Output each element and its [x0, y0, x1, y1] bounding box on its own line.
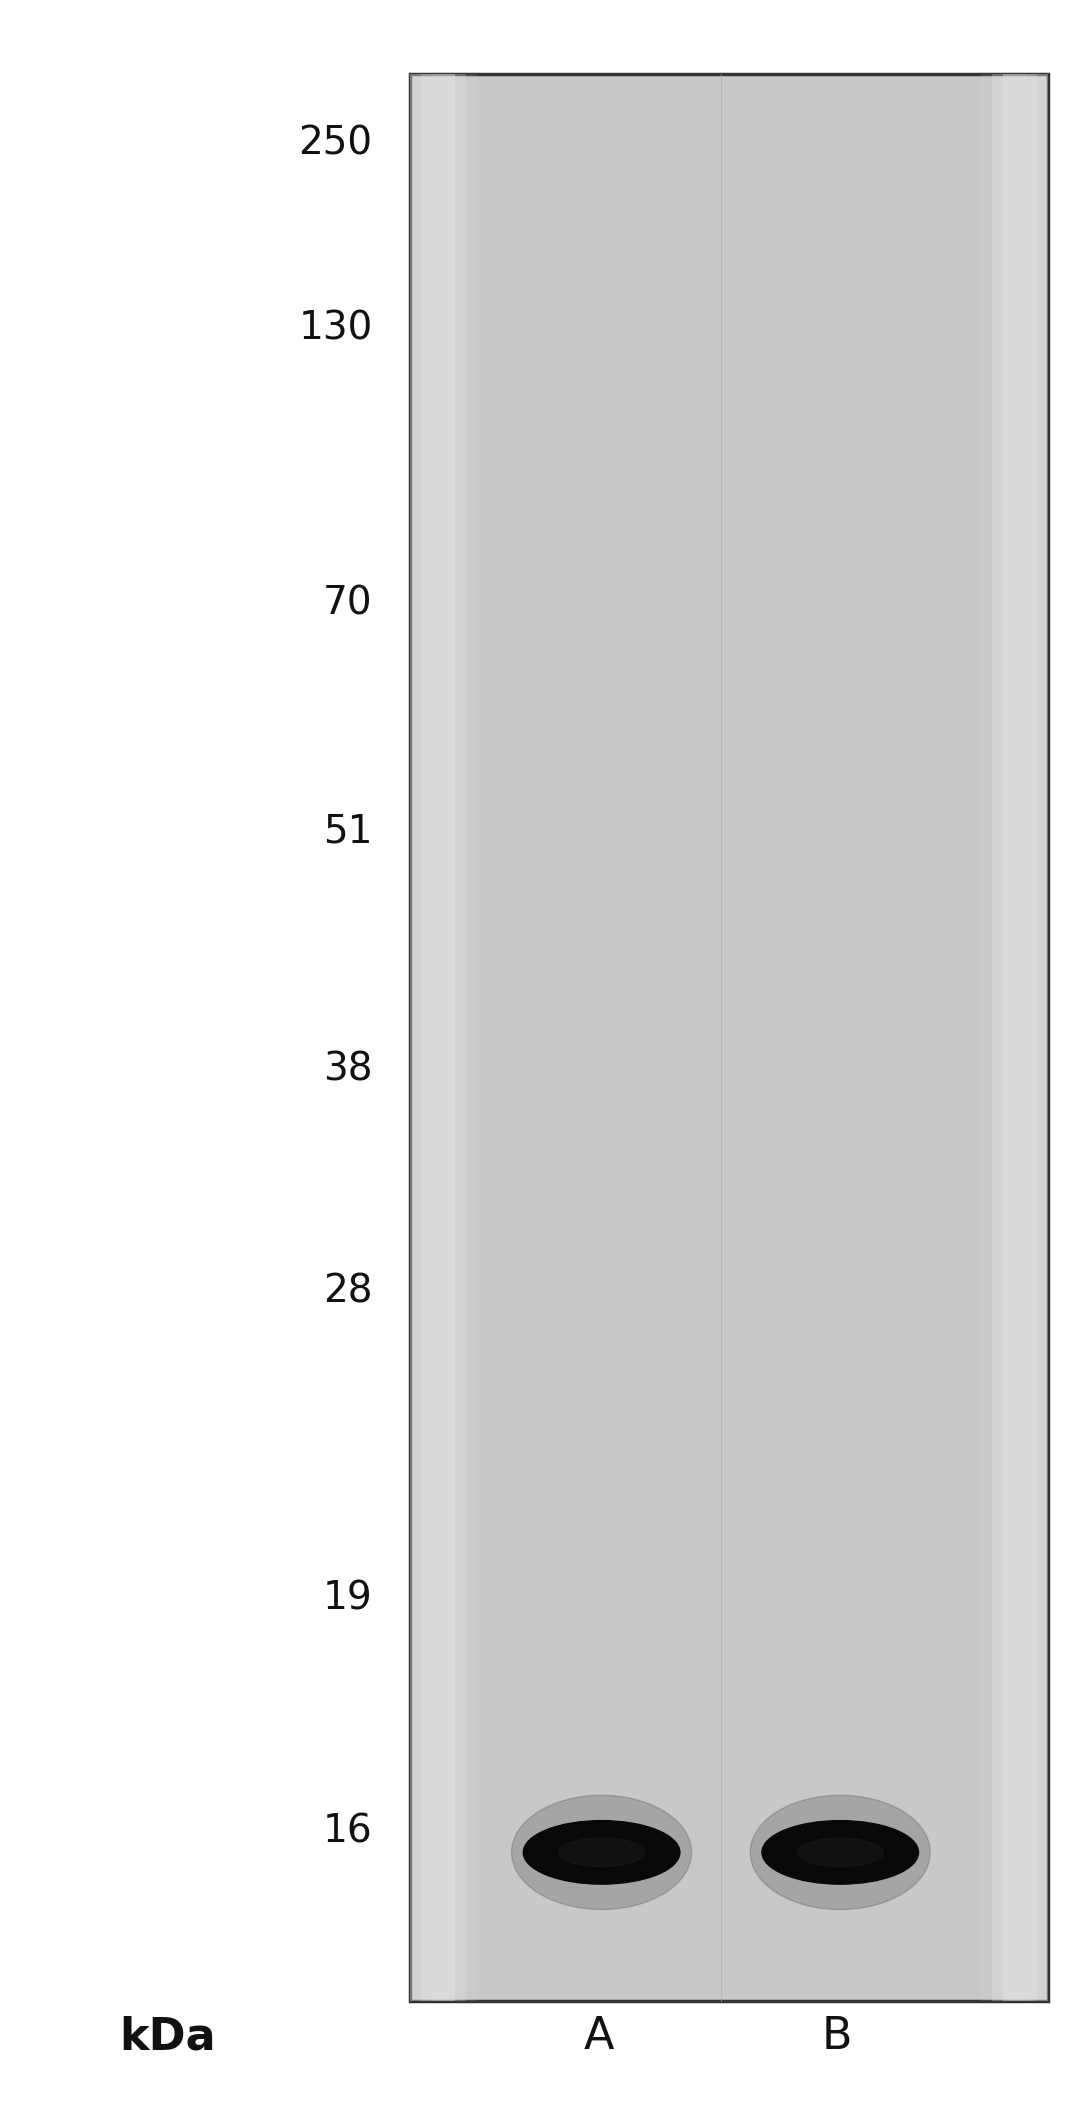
Text: 38: 38 [323, 1050, 373, 1088]
Text: 250: 250 [298, 125, 373, 163]
Ellipse shape [558, 1838, 645, 1867]
Text: 16: 16 [323, 1812, 373, 1850]
Bar [421, 74, 465, 2001]
Ellipse shape [751, 1795, 930, 1910]
Bar [410, 74, 1048, 2001]
Bar [432, 74, 476, 2001]
Text: kDa: kDa [119, 2015, 216, 2058]
Text: 130: 130 [298, 309, 373, 347]
Ellipse shape [512, 1795, 691, 1910]
Text: 51: 51 [323, 813, 373, 851]
Ellipse shape [524, 1821, 680, 1884]
Text: 28: 28 [323, 1272, 373, 1310]
Text: A: A [584, 2015, 615, 2058]
Ellipse shape [797, 1838, 883, 1867]
Bar [993, 74, 1037, 2001]
Ellipse shape [762, 1821, 918, 1884]
Bar [1003, 74, 1048, 2001]
Bar [410, 74, 455, 2001]
Text: 70: 70 [323, 584, 373, 622]
Text: 19: 19 [323, 1579, 373, 1617]
Text: B: B [822, 2015, 852, 2058]
Bar [982, 74, 1026, 2001]
